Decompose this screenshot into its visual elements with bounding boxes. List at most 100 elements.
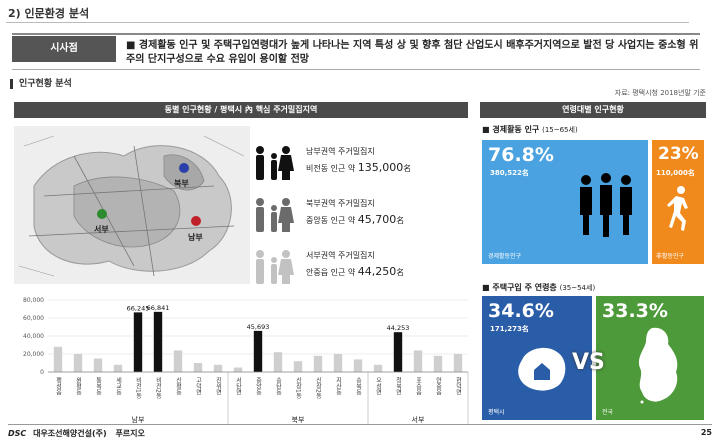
group-label: 서부: [412, 415, 425, 424]
family-icon: [256, 198, 294, 232]
group-label: 남부: [132, 415, 145, 424]
bar: [293, 361, 303, 372]
data-label: 45,693: [247, 323, 270, 331]
stat-south-line2: 비전동 인근 약: [306, 164, 356, 173]
x-tick-label: 세교동: [115, 376, 122, 395]
y-tick-label: 60,000: [23, 315, 44, 322]
south-marker: [191, 216, 201, 226]
bar: [373, 364, 383, 372]
x-tick-label: 비전1동: [135, 376, 142, 399]
buyer-range: (35~54세): [559, 284, 596, 292]
buyer-city-caption: 평택시: [488, 409, 505, 416]
buyer-city-count: 171,273名: [490, 325, 529, 333]
company-name: 대우조선해양건설(주): [33, 429, 107, 438]
buyer-city-tile: 34.6% 171,273名 평택시: [482, 296, 592, 420]
buyer-nation-caption: 전국: [602, 409, 614, 416]
map-graphic: [14, 126, 250, 284]
summary-top-rule: [12, 33, 700, 35]
buyer-city-pct: 34.6%: [488, 300, 554, 322]
page-number: 25: [700, 428, 712, 437]
map-label-south: 남부: [188, 233, 203, 242]
x-tick-label: 서탄면: [235, 376, 242, 395]
econ-active-pct: 76.8%: [488, 144, 554, 166]
x-tick-label: 신장2동: [315, 376, 322, 399]
bar: [53, 346, 63, 372]
bar: [413, 350, 423, 372]
stat-west-value: 44,250: [357, 265, 397, 278]
map-label-west: 서부: [94, 225, 109, 234]
x-tick-label: 송북동: [355, 376, 362, 395]
y-tick-label: 20,000: [23, 351, 44, 358]
econ-inactive-pct: 23%: [658, 144, 699, 164]
bar: [393, 332, 403, 372]
x-tick-label: 청북면: [395, 377, 402, 395]
map-label-north: 북부: [174, 179, 189, 188]
x-tick-label: 진위면: [215, 376, 222, 395]
bar: [453, 354, 463, 372]
summary-text: ■ 경제활동 인구 및 주택구입연령대가 높게 나타나는 지역 특성 상 및 향…: [126, 40, 699, 65]
bar: [113, 364, 123, 372]
econ-heading: ■ 경제활동 인구: [482, 125, 540, 134]
stat-south: 남부권역 주거밀집지 비전동 인근 약 135,000名: [252, 140, 466, 186]
bar: [73, 354, 83, 372]
city-map-icon: [518, 347, 566, 391]
population-bar-chart: 80,000 60,000 40,000 20,000 0 팽성읍 원평동 통복동 세교동 비전1…: [10, 296, 472, 424]
family-icon: [256, 146, 294, 180]
buyer-nation-tile: 33.3% 전국: [596, 296, 704, 420]
bar: [353, 359, 363, 372]
bar: [173, 350, 183, 372]
north-marker: [179, 163, 189, 173]
vs-label: VS: [572, 350, 605, 375]
source-note: 자료: 평택시청 2018년말 기준: [614, 89, 706, 97]
y-tick-label: 80,000: [23, 297, 44, 304]
x-tick-label: 현덕면: [455, 376, 462, 395]
x-tick-label: 송탄동: [275, 376, 282, 395]
summary-bottom-rule: [12, 69, 700, 70]
stat-south-value: 135,000: [357, 161, 404, 174]
x-tick-label: 팽성읍: [55, 376, 62, 395]
summary-tag: 시사점: [12, 36, 116, 62]
section-title: 2) 인문환경 분석: [5, 7, 690, 23]
brand-name: 푸르지오: [115, 429, 145, 438]
econ-block: ■ 경제활동 인구 (15~65세) 76.8% 380,522名 경제활동인구…: [480, 122, 706, 272]
y-tick-label: 0: [40, 369, 44, 376]
econ-inactive-caption: 非활동인구: [656, 253, 685, 260]
x-tick-label: 통복동: [95, 377, 102, 395]
econ-inactive-tile: 23% 110,000名 非활동인구: [652, 140, 704, 264]
bar: [213, 364, 223, 372]
west-marker: [97, 209, 107, 219]
econ-active-count: 380,522名: [490, 169, 529, 177]
x-tick-label: 원평동: [75, 376, 82, 395]
buyer-block: ■ 주택구입 주 연령층 (35~54세) 34.6% 171,273名 평택시…: [480, 280, 706, 424]
econ-inactive-count: 110,000名: [656, 169, 695, 177]
footer-rule: [8, 424, 712, 425]
x-tick-label: 신장1동: [295, 376, 302, 399]
bar: [273, 352, 283, 372]
econ-active-caption: 경제활동인구: [488, 253, 522, 260]
x-tick-label: 오성면: [375, 377, 382, 395]
bar: [133, 312, 143, 372]
x-tick-label: 중앙동: [255, 377, 262, 395]
family-icon: [256, 250, 294, 284]
data-label: 66,841: [147, 304, 170, 312]
bar: [93, 358, 103, 372]
left-panel-title: 동별 인구현황 / 평택시 內 핵심 주거밀집지역: [14, 102, 468, 118]
bar: [153, 311, 163, 372]
x-tick-label: 포승읍: [415, 377, 422, 395]
stat-north-line2: 중앙동 인근 약: [306, 216, 356, 225]
bar: [433, 355, 443, 372]
y-tick-label: 40,000: [23, 333, 44, 340]
running-person-icon: [667, 186, 688, 231]
district-map: 서부 북부 남부: [14, 126, 250, 284]
stat-west-line1: 서부권역 주거밀집지: [306, 251, 375, 260]
stat-north-value: 45,700: [357, 213, 397, 226]
stat-west-unit: 名: [396, 268, 405, 277]
business-people-icon: [580, 173, 632, 237]
stat-south-line1: 남부권역 주거밀집지: [306, 147, 375, 156]
econ-active-tile: 76.8% 380,522名 경제활동인구: [482, 140, 648, 264]
sub-title: 인구현황 분석: [10, 79, 72, 89]
bar: [333, 354, 343, 372]
stat-south-unit: 名: [403, 164, 412, 173]
x-tick-label: 신평동: [175, 376, 182, 395]
x-tick-label: 지산동: [335, 376, 342, 395]
